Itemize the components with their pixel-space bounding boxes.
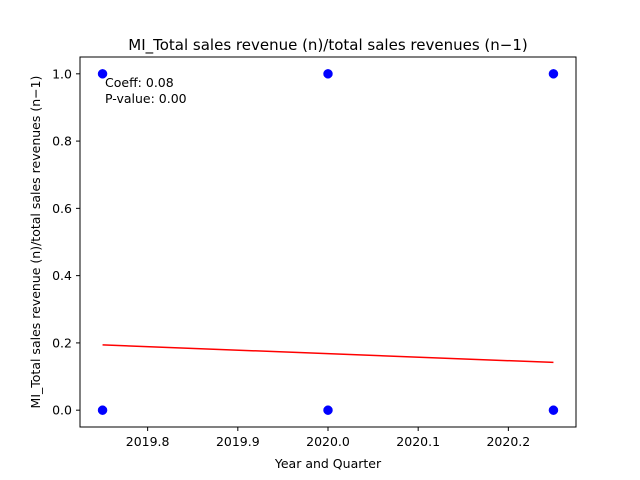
x-tick-label: 2020.1 — [396, 434, 440, 449]
x-tick-label: 2020.0 — [306, 434, 350, 449]
scatter-point — [323, 405, 333, 415]
y-tick-label: 0.4 — [52, 268, 72, 283]
scatter-point — [97, 405, 108, 415]
x-tick-label: 2020.2 — [486, 434, 530, 449]
chart-title: MI_Total sales revenue (n)/total sales r… — [128, 36, 527, 55]
y-tick-label: 0.6 — [52, 201, 72, 216]
scatter-point — [548, 405, 559, 415]
coeff-annotation: Coeff: 0.08 — [105, 75, 174, 90]
y-tick-label: 1.0 — [52, 66, 72, 81]
y-tick-label: 0.8 — [52, 134, 72, 149]
regression-line — [102, 344, 554, 364]
y-tick-label: 0.2 — [52, 335, 72, 350]
x-axis-label: Year and Quarter — [274, 456, 382, 471]
scatter-point — [323, 69, 333, 79]
pvalue-annotation: P-value: 0.00 — [105, 91, 187, 106]
plot-frame — [79, 56, 577, 428]
x-tick-label: 2019.9 — [216, 434, 260, 449]
y-tick-label: 0.0 — [52, 403, 72, 418]
x-tick-label: 2019.8 — [126, 434, 170, 449]
scatter-point — [548, 69, 559, 79]
scatter-point — [97, 69, 108, 79]
y-axis-label: MI_Total sales revenue (n)/total sales r… — [28, 76, 43, 409]
